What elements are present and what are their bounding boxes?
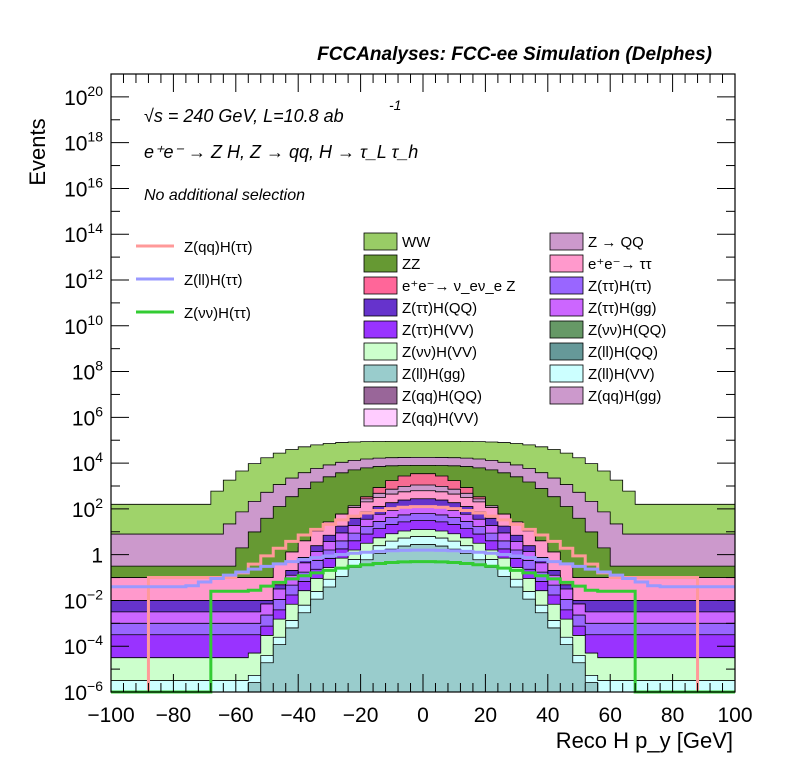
- legend-label: Z(qq)H(gg): [588, 388, 661, 405]
- legend-swatch: [549, 254, 584, 273]
- x-tick-label: −60: [218, 704, 254, 727]
- x-tick-label: 60: [599, 704, 622, 727]
- y-tick-label: 1020: [64, 83, 103, 110]
- legend-swatch: [363, 276, 398, 295]
- legend-line-label: Z(νν)H(ττ): [184, 305, 251, 322]
- histogram-layer: [110, 440, 736, 693]
- energy-label: √s = 240 GeV, L=10.8 ab: [144, 106, 344, 126]
- signal-line-z-h-: [111, 560, 735, 694]
- legend-swatch: [363, 254, 398, 273]
- legend-swatch: [549, 342, 584, 361]
- energy-annotation: √s = 240 GeV, L=10.8 ab -1: [144, 97, 401, 126]
- legend-label: ZZ: [402, 256, 420, 273]
- signal-lines-layer: [111, 505, 735, 694]
- legend-swatch: [363, 386, 398, 405]
- selection-label: No additional selection: [144, 187, 305, 204]
- y-tick-label: 108: [72, 358, 103, 385]
- legend-swatch: [549, 276, 584, 295]
- x-tick-label: 0: [417, 704, 429, 727]
- axis-ticks: −100 −80 −60 −40 −20 0 20 40 60 80 100 10−6 10−4 10−2…: [64, 73, 753, 727]
- legend-label: e⁺e⁻→ ν_eν_e Z: [402, 278, 515, 295]
- x-tick-label: −100: [87, 704, 134, 727]
- legend-label: Z(νν)H(VV): [402, 344, 477, 361]
- y-tick-label: 1014: [64, 220, 103, 247]
- legend-label: Z(ll)H(VV): [588, 366, 655, 383]
- legend-swatch: [549, 320, 584, 339]
- signal-line-z-ll-h-: [111, 548, 735, 589]
- y-tick-label: 1: [91, 545, 103, 568]
- y-tick-label: 1018: [64, 129, 103, 156]
- legend-swatch: [549, 364, 584, 383]
- x-tick-label: 80: [661, 704, 684, 727]
- signal-line-z-qq-h-: [111, 505, 735, 694]
- x-tick-label: 20: [474, 704, 497, 727]
- y-axis-label: Events: [25, 118, 50, 185]
- legend-label: Z → QQ: [588, 234, 644, 251]
- legend-swatch: [549, 232, 584, 251]
- legend-label: Z(qq)H(QQ): [402, 388, 482, 405]
- y-tick-label: 1016: [64, 174, 103, 201]
- process-label: e⁺e⁻ → Z H, Z → qq, H → τ_L τ_h: [144, 142, 418, 162]
- legend-swatch: [363, 298, 398, 317]
- legend-line-label: Z(qq)H(ττ): [184, 239, 253, 256]
- legend-label: WW: [402, 234, 431, 251]
- legend-label: Z(ττ)H(VV): [402, 322, 474, 339]
- legend-line-label: Z(ll)H(ττ): [184, 272, 243, 289]
- legend-swatch: [363, 320, 398, 339]
- stack-z-ll-h-gg-: [111, 544, 735, 693]
- y-tick-label: 10−2: [64, 586, 104, 613]
- x-tick-label: 40: [536, 704, 559, 727]
- legend-swatch: [363, 342, 398, 361]
- legend: Z(qq)H(ττ) Z(ll)H(ττ) Z(νν)H(ττ) WW ZZ e⁺e⁻→ …: [136, 232, 666, 427]
- legend-label: Z(ll)H(QQ): [588, 344, 658, 361]
- legend-label: Z(ττ)H(ττ): [588, 278, 652, 295]
- legend-label: Z(ττ)H(gg): [588, 300, 657, 317]
- y-tick-label: 106: [72, 403, 103, 430]
- legend-label: Z(νν)H(QQ): [588, 322, 666, 339]
- y-tick-label: 102: [72, 495, 103, 522]
- legend-swatch: [363, 364, 398, 383]
- y-tick-label: 10−6: [64, 678, 104, 705]
- legend-swatch: [363, 408, 398, 427]
- x-tick-label: −40: [280, 704, 316, 727]
- energy-label-sup: -1: [389, 97, 401, 113]
- x-tick-label: 100: [717, 704, 752, 727]
- y-tick-label: 1010: [64, 312, 103, 339]
- x-axis-label: Reco H p_y [GeV]: [556, 728, 733, 753]
- y-tick-label: 1012: [64, 266, 103, 293]
- legend-swatch: [549, 298, 584, 317]
- legend-label: e⁺e⁻→ ττ: [588, 256, 652, 273]
- chart-title: FCCAnalyses: FCC-ee Simulation (Delphes): [317, 44, 712, 65]
- legend-label: Z(qq)H(VV): [402, 410, 479, 427]
- x-tick-label: −20: [343, 704, 379, 727]
- y-tick-label: 10−4: [64, 632, 104, 659]
- x-tick-label: −80: [156, 704, 192, 727]
- y-tick-label: 104: [72, 449, 103, 476]
- legend-label: Z(ττ)H(QQ): [402, 300, 477, 317]
- legend-label: Z(ll)H(gg): [402, 366, 465, 383]
- legend-swatch: [363, 232, 398, 251]
- legend-swatch: [549, 386, 584, 405]
